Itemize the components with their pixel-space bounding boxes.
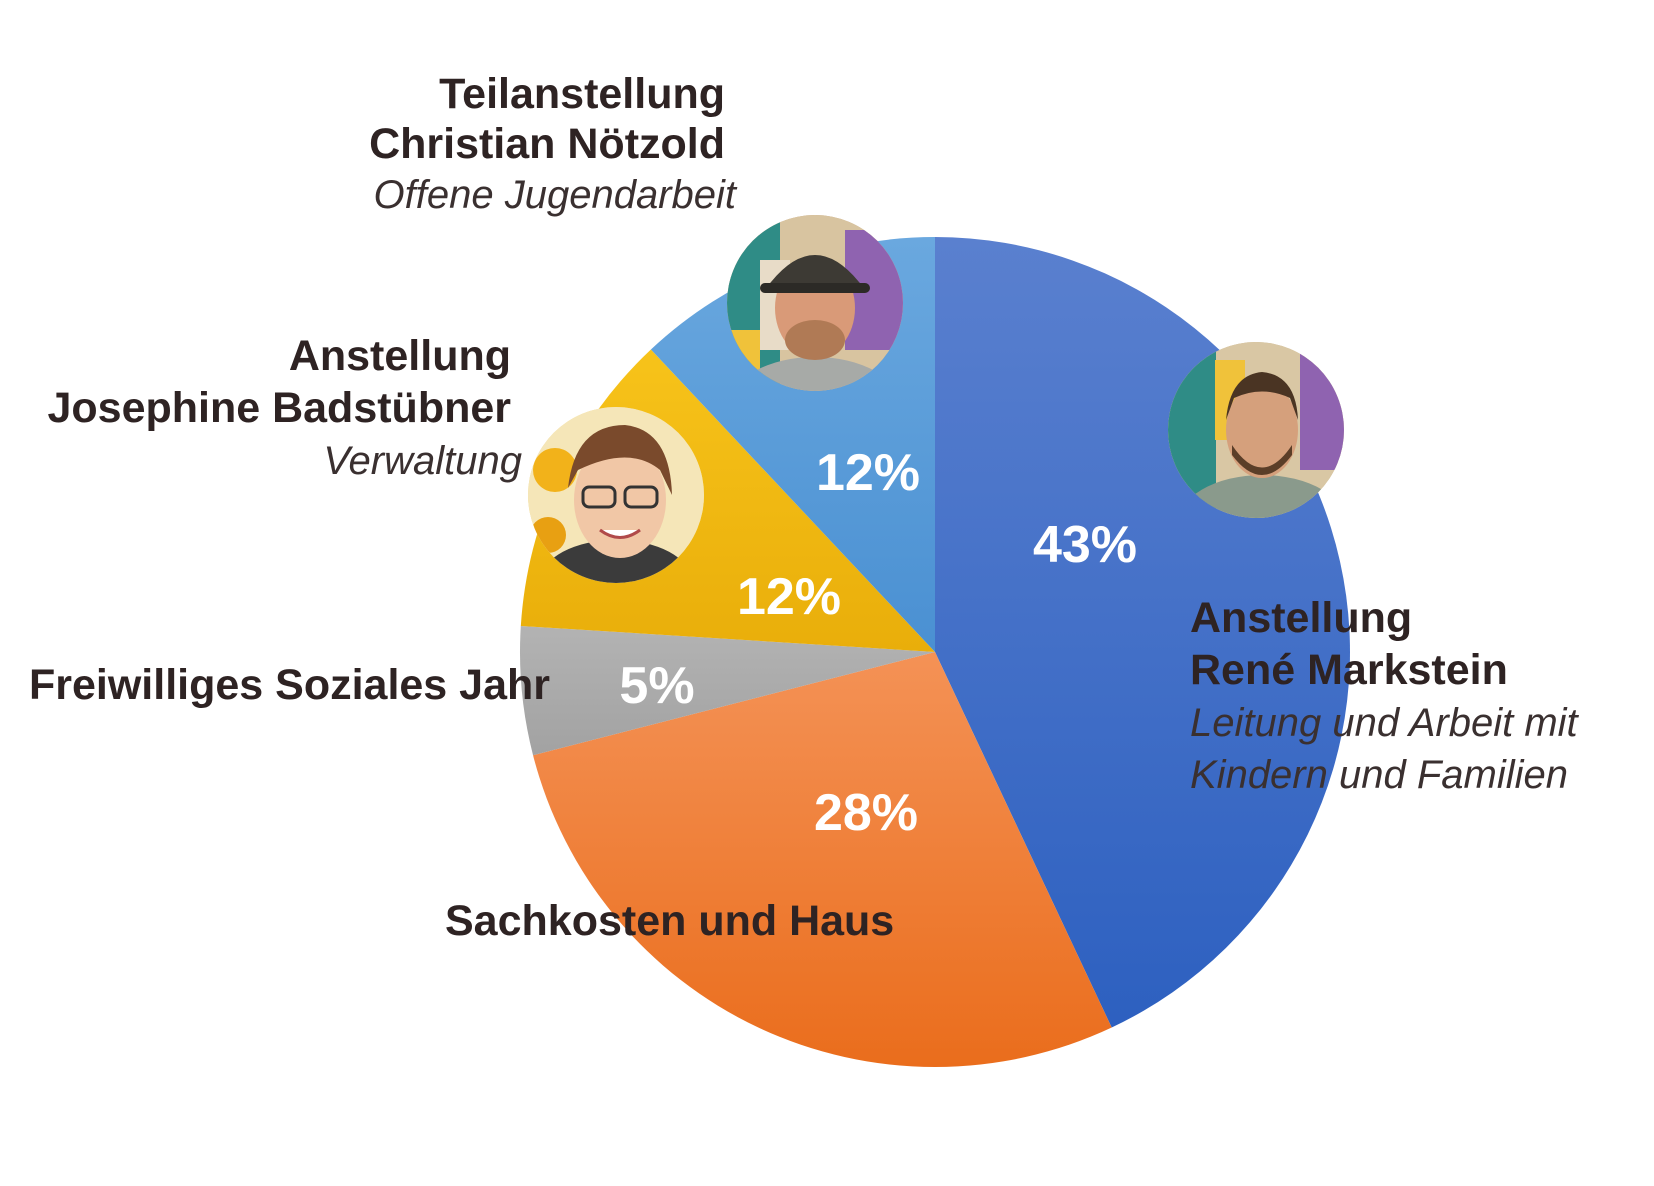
- label-josephine-title: Anstellung: [289, 332, 511, 380]
- avatar-rene-markstein: [1168, 342, 1344, 518]
- label-fsj: Freiwilliges Soziales Jahr: [29, 661, 550, 709]
- label-rene-name: René Markstein: [1190, 646, 1508, 694]
- label-rene-title: Anstellung: [1190, 594, 1412, 642]
- pie-slice-sachkosten: [533, 652, 1112, 1067]
- data-label-fsj: 5%: [619, 657, 694, 715]
- pie-slice-fsj: [520, 625, 935, 756]
- data-label-josephine: 12%: [737, 568, 841, 626]
- label-rene-subtitle-2: Kindern und Familien: [1190, 753, 1568, 797]
- label-rene-subtitle-1: Leitung und Arbeit mit: [1190, 701, 1580, 745]
- avatar-josephine-badstuebner: [528, 407, 704, 583]
- label-josephine: Anstellung Josephine Badstübner Verwaltu…: [47, 332, 522, 483]
- label-christian-name: Christian Nötzold: [369, 120, 725, 168]
- data-label-sachkosten: 28%: [814, 784, 918, 842]
- label-christian-title: Teilanstellung: [439, 70, 725, 118]
- data-label-christian: 12%: [816, 444, 920, 502]
- label-josephine-subtitle: Verwaltung: [323, 439, 522, 483]
- label-sachkosten: Sachkosten und Haus: [445, 897, 894, 945]
- label-rene: Anstellung René Markstein Leitung und Ar…: [1190, 594, 1580, 797]
- data-label-rene: 43%: [1033, 516, 1137, 574]
- label-christian: Teilanstellung Christian Nötzold Offene …: [369, 70, 738, 217]
- label-christian-subtitle: Offene Jugendarbeit: [374, 173, 738, 217]
- label-josephine-name: Josephine Badstübner: [47, 384, 511, 432]
